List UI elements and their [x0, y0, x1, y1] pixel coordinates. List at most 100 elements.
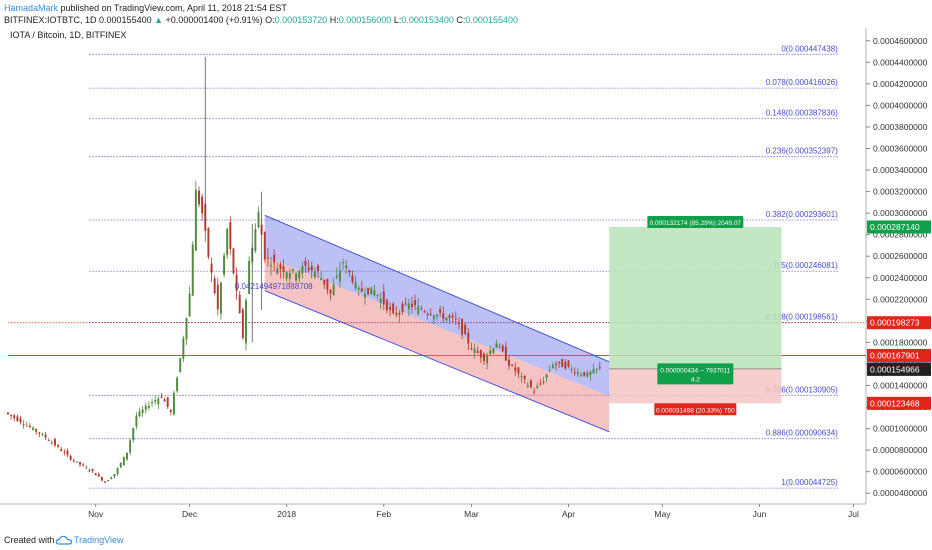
candle-body [141, 409, 144, 413]
candle-body [564, 361, 567, 369]
close-label: C: [456, 15, 466, 25]
candle-body [382, 291, 385, 305]
footer: Created with TradingView [0, 530, 932, 550]
candle-body [476, 350, 479, 354]
candle-body [210, 263, 213, 273]
y-tick-label: 0.0003600000 [873, 144, 928, 154]
candle-body [529, 380, 532, 388]
candle-body [188, 293, 191, 317]
candle-body [498, 345, 501, 347]
candle-body [91, 469, 94, 472]
candle-body [263, 232, 266, 260]
candle-body [342, 262, 345, 264]
candle-body [370, 287, 373, 295]
x-tick-label: Feb [376, 509, 391, 519]
target-label-box [647, 215, 744, 228]
stop-label-text: 0.000031498 (20.33%) 750 [656, 407, 735, 414]
price-axis-tag [867, 316, 931, 330]
candle-body [28, 425, 31, 428]
fib-level-label: 0.236(0.000352397) [766, 147, 838, 156]
candle-body [157, 398, 160, 405]
candle-body [113, 473, 116, 477]
candle-body [551, 365, 554, 368]
candle-body [245, 300, 247, 344]
open-value: 0.000153720 [274, 15, 328, 25]
channel-upper-band [264, 215, 610, 397]
ohlc-line: BITFINEX:IOTBTC, 1D 0.000155400 ▲ +0.000… [4, 14, 518, 26]
candle-body [598, 367, 601, 369]
candle-body [85, 467, 88, 469]
candle-body [60, 449, 63, 452]
y-tick-label: 0.0002800000 [873, 230, 928, 240]
candle-body [313, 271, 316, 278]
price-axis-tag-label: 0.000123468 [870, 398, 920, 408]
candle-body [542, 381, 545, 383]
candle-body [116, 468, 119, 475]
candle-body [467, 332, 470, 344]
x-tick-label: Jun [753, 509, 767, 519]
candle-body [191, 244, 194, 296]
open-label: O: [265, 15, 275, 25]
candle-body [404, 303, 407, 305]
candle-body [326, 279, 329, 290]
candle-body [555, 364, 557, 366]
x-tick-label: Dec [182, 509, 198, 519]
candle-body [241, 309, 244, 338]
candle-body [122, 456, 125, 466]
candle-body [257, 211, 260, 228]
candle-body [486, 355, 489, 364]
candle-body [451, 315, 454, 318]
fib-level-label: 0.5(0.000246081) [775, 261, 839, 270]
candle-body [185, 318, 188, 340]
candle-body [54, 439, 56, 446]
chart-area[interactable]: IOTA / Bitcoin, 1D, BITFINEX 0.000040000… [0, 28, 932, 530]
candle-body [436, 314, 438, 317]
candle-body [473, 348, 476, 353]
y-tick-label: 0.0000600000 [873, 467, 928, 477]
y-tick-label: 0.0003000000 [873, 208, 928, 218]
candle-body [107, 480, 110, 482]
candle-body [364, 293, 366, 298]
candle-body [285, 272, 288, 279]
candle-body [407, 303, 410, 310]
high-label: H: [329, 15, 339, 25]
candle-body [514, 367, 517, 372]
y-tick-label: 0.0003400000 [873, 165, 928, 175]
candle-body [511, 364, 514, 366]
x-tick-label: Mar [464, 509, 479, 519]
candle-body [395, 312, 398, 315]
y-tick-label: 0.0002400000 [873, 273, 928, 283]
candle-body [13, 415, 16, 419]
candle-body [166, 397, 169, 407]
price-axis-tag-label: 0.000154966 [870, 364, 920, 374]
candle-body [323, 279, 326, 285]
candle-body [276, 268, 279, 274]
candle-body [154, 400, 157, 402]
candle-body [147, 405, 150, 408]
candle-body [22, 424, 25, 426]
published-text: published on TradingView.com, April 11, … [60, 3, 287, 13]
entry-label-text: 4.2 [691, 376, 700, 383]
candle-body [479, 350, 482, 358]
candle-body [360, 288, 363, 292]
candle-body [489, 350, 492, 354]
candle-body [517, 367, 520, 374]
candle-body [423, 311, 426, 313]
candle-body [232, 248, 235, 274]
author-link[interactable]: HamadaMark [4, 3, 59, 13]
candle-body [79, 461, 81, 465]
channel-lower-band [264, 256, 610, 432]
candle-body [520, 376, 523, 378]
candle-body [398, 312, 401, 316]
tradingview-logo[interactable]: TradingView [55, 535, 124, 545]
candle-body [310, 266, 313, 271]
high-value: 0.000156000 [338, 15, 392, 25]
x-tick-label: Nov [88, 509, 104, 519]
candle-body [291, 269, 294, 271]
candle-body [595, 368, 598, 370]
candle-body [442, 313, 445, 319]
candle-body [194, 189, 197, 251]
candle-body [226, 228, 229, 256]
price-chart[interactable]: IOTA / Bitcoin, 1D, BITFINEX 0.000040000… [0, 28, 932, 530]
fib-level-label: 0.078(0.000416026) [766, 78, 838, 87]
